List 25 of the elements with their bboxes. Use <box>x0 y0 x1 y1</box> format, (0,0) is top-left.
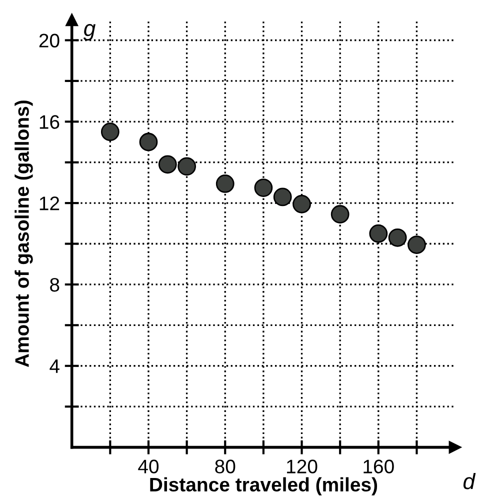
point <box>100 122 120 142</box>
point <box>178 157 196 176</box>
y-tick-label: 20 <box>39 34 60 48</box>
point <box>254 178 273 197</box>
point <box>273 188 292 206</box>
point <box>158 155 177 174</box>
y-tick-label: 8 <box>50 278 60 292</box>
point <box>408 236 426 254</box>
x-tick-label: 160 <box>364 460 394 474</box>
point <box>216 174 234 193</box>
point <box>388 228 407 247</box>
y-axis-title: Amount of gasoline (gallons) <box>14 100 33 368</box>
point <box>369 224 388 243</box>
x-tick-label: 120 <box>287 460 318 474</box>
y-tick-label: 16 <box>40 115 60 129</box>
point <box>292 194 311 214</box>
x-axis-title: Distance traveled (miles) <box>150 477 378 496</box>
point <box>139 132 158 152</box>
text: d <box>463 472 476 490</box>
x-tick-label: 80 <box>215 460 236 474</box>
y-tick-label: 4 <box>50 360 60 373</box>
point <box>330 205 350 224</box>
x-tick-label: 40 <box>138 460 159 474</box>
y-tick-label: 12 <box>40 196 60 210</box>
annotation: g <box>83 24 96 41</box>
